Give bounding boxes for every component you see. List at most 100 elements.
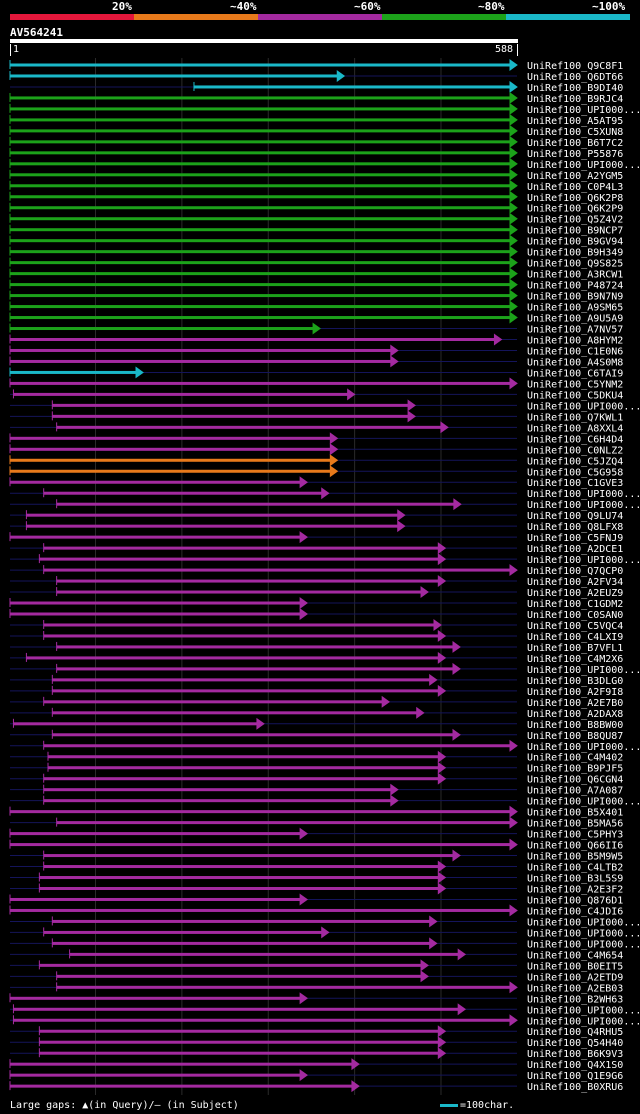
- hit-label: UniRef100_B9RJC4: [527, 94, 623, 105]
- hit-label: UniRef100_Q9S825: [527, 259, 623, 270]
- hit-bar: [26, 524, 399, 528]
- hit-bar: [10, 535, 302, 539]
- legend-bar-40: [134, 14, 258, 20]
- hit-label: UniRef100_Q6K2P9: [527, 204, 623, 215]
- hit-bar: [43, 634, 440, 638]
- hit-bar: [10, 140, 511, 144]
- legend-bar-20: [10, 14, 134, 20]
- hit-bar: [52, 919, 431, 923]
- hit-arrow: [509, 311, 518, 324]
- hit-label: UniRef100_A2DAX8: [527, 709, 623, 720]
- hit-arrow: [509, 267, 518, 280]
- hit-arrow: [390, 355, 399, 368]
- hit-bar: [13, 392, 349, 396]
- scale-text: =100char.: [460, 1100, 515, 1111]
- hit-bar: [10, 601, 302, 605]
- hit-bar: [10, 63, 511, 67]
- hit-bar: [43, 930, 323, 934]
- hit-bar: [10, 250, 511, 254]
- hit-label: UniRef100_UPI000...: [527, 939, 640, 950]
- hit-label: UniRef100_Q7QCP0: [527, 566, 623, 577]
- hit-arrow: [453, 498, 462, 511]
- hit-arrow: [509, 981, 518, 994]
- hit-arrow: [429, 915, 438, 928]
- hit-arrow: [312, 322, 321, 335]
- hit-arrow: [509, 91, 518, 104]
- hit-arrow: [437, 651, 447, 664]
- hit-bar: [10, 151, 511, 155]
- hit-bar: [10, 1062, 353, 1066]
- hit-bar: [10, 228, 511, 232]
- hit-arrow: [416, 706, 425, 719]
- hit-arrow: [351, 1080, 360, 1093]
- hit-arrow: [437, 684, 447, 697]
- hit-bar: [39, 557, 440, 561]
- hit-label: UniRef100_B3DLG0: [527, 676, 623, 687]
- hit-label: UniRef100_UPI000...: [527, 1005, 640, 1016]
- hit-label: UniRef100_A8XXL4: [527, 423, 623, 434]
- hit-label: UniRef100_UPI000...: [527, 928, 640, 939]
- hit-label: UniRef100_C1GVE3: [527, 478, 623, 489]
- hit-arrow: [390, 783, 399, 796]
- hit-arrow: [437, 1036, 447, 1049]
- hit-arrow: [509, 234, 518, 247]
- hit-arrow: [407, 410, 416, 423]
- hit-label: UniRef100_A2E3F2: [527, 885, 623, 896]
- legend-bar-100: [506, 14, 630, 20]
- hit-bar: [39, 876, 440, 880]
- hit-bar: [10, 480, 302, 484]
- hit-bar: [56, 985, 512, 989]
- hit-label: UniRef100_B9DI40: [527, 83, 623, 94]
- hit-label: UniRef100_B6K9V3: [527, 1049, 623, 1060]
- hit-arrow: [381, 695, 391, 708]
- hit-label: UniRef100_C6TAI9: [527, 368, 623, 379]
- hit-bar: [10, 327, 315, 331]
- hit-bar: [10, 184, 511, 188]
- hit-arrow: [321, 487, 330, 500]
- hit-label: UniRef100_Q6K2P8: [527, 193, 623, 204]
- query-start-tick: [10, 44, 11, 56]
- hit-label: UniRef100_C4LXI9: [527, 632, 623, 643]
- hit-bar: [10, 294, 511, 298]
- hit-bar: [13, 1007, 460, 1011]
- hit-bar: [10, 458, 332, 462]
- hit-label: UniRef100_Q9C8F1: [527, 61, 623, 72]
- hit-arrow: [437, 860, 447, 873]
- hit-arrow: [509, 1014, 518, 1027]
- hit-label: UniRef100_A9SM65: [527, 303, 623, 314]
- scale-bar-icon: [440, 1103, 458, 1107]
- hit-label: UniRef100_Q4RHU5: [527, 1027, 623, 1038]
- hit-label: UniRef100_C4LTB2: [527, 863, 623, 874]
- hit-bar: [10, 832, 302, 836]
- hit-bar: [56, 502, 455, 506]
- hit-arrow: [509, 300, 518, 313]
- hit-bar: [13, 722, 258, 726]
- hit-label: UniRef100_A4S0M8: [527, 357, 623, 368]
- hit-bar: [56, 645, 454, 649]
- hit-arrow: [509, 190, 518, 203]
- hit-arrow: [420, 959, 429, 972]
- query-bar: [10, 39, 518, 43]
- hit-arrow: [509, 377, 518, 390]
- hit-arrow: [437, 575, 447, 588]
- hit-bar: [52, 403, 410, 407]
- scale-legend: =100char.: [440, 1100, 514, 1111]
- hit-label: UniRef100_B7VFL1: [527, 643, 623, 654]
- hit-arrow: [299, 608, 308, 620]
- hit-bar: [10, 810, 511, 814]
- hit-arrow: [329, 465, 339, 478]
- hit-label: UniRef100_C5JZQ4: [527, 456, 623, 467]
- hit-arrow: [336, 70, 346, 82]
- hit-bar: [10, 996, 302, 1000]
- legend-bar-60: [258, 14, 382, 20]
- hit-label: UniRef100_Q5Z4V2: [527, 215, 623, 226]
- hit-label: UniRef100_B8QU87: [527, 731, 623, 742]
- hit-arrow: [347, 388, 356, 401]
- hit-label: UniRef100_A2EUZ9: [527, 588, 623, 599]
- hit-label: UniRef100_Q54H40: [527, 1038, 623, 1049]
- hit-arrow: [509, 201, 518, 214]
- hit-label: UniRef100_B3L5S9: [527, 874, 623, 885]
- query-end-tick: [517, 44, 518, 56]
- hit-label: UniRef100_P48724: [527, 281, 623, 292]
- hit-label: UniRef100_UPI000...: [527, 160, 640, 171]
